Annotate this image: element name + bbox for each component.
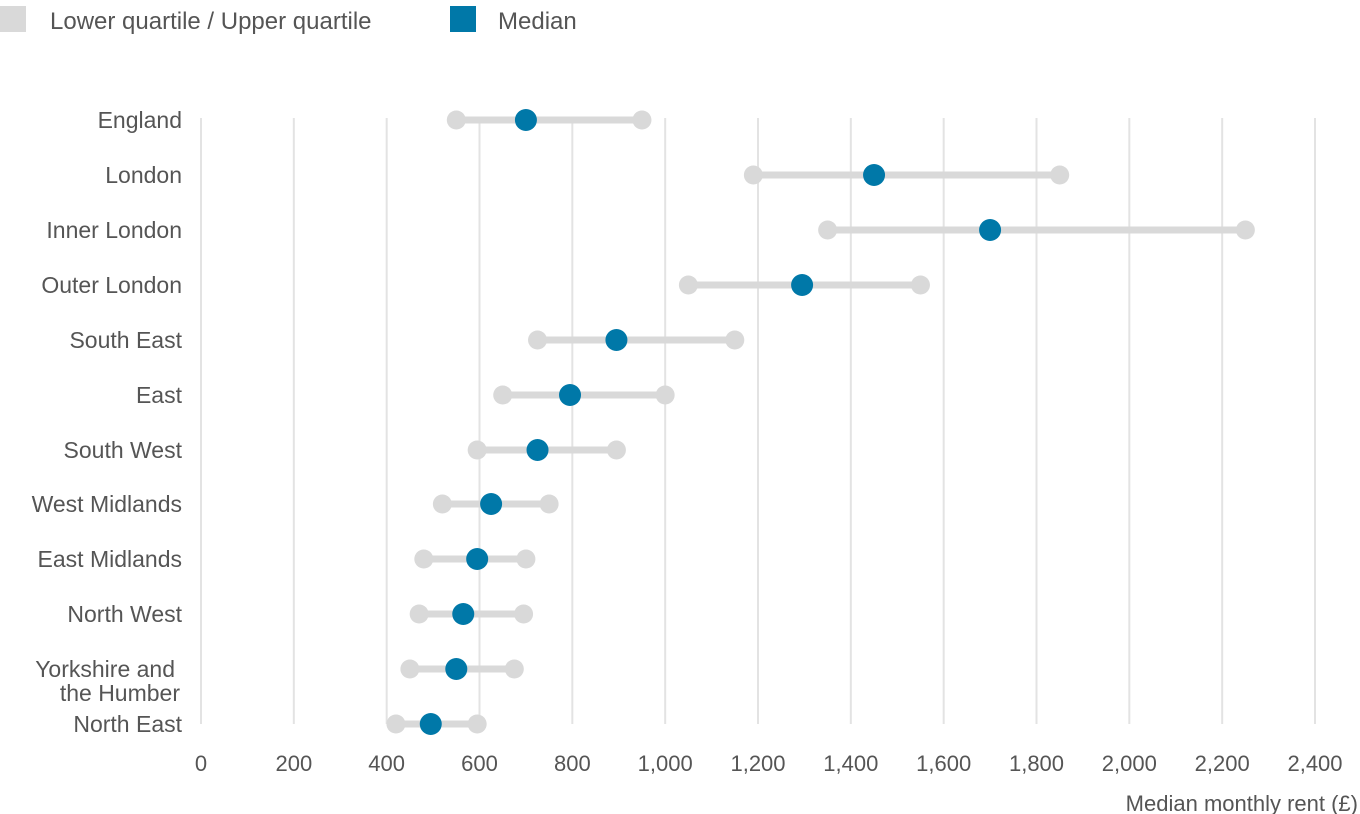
lower-quartile-point [818, 220, 838, 240]
upper-quartile-point [655, 385, 675, 405]
median-point [466, 548, 489, 570]
median-point [514, 109, 537, 131]
median-point [480, 493, 503, 515]
category-label: the Humber [60, 680, 181, 706]
x-tick-label: 2,200 [1195, 751, 1250, 776]
x-tick-label: 600 [461, 751, 498, 776]
x-tick-label: 1,000 [638, 751, 693, 776]
upper-quartile-point [539, 494, 559, 514]
x-tick-label: 1,800 [1009, 751, 1064, 776]
x-tick-label: 1,200 [730, 751, 785, 776]
median-point [979, 219, 1002, 241]
median-point [605, 329, 628, 351]
median-point [419, 713, 442, 735]
x-tick-label: 800 [554, 751, 591, 776]
upper-quartile-point [632, 110, 652, 130]
category-label: North West [67, 601, 182, 627]
lower-quartile-point [743, 165, 763, 185]
lower-quartile-point [493, 385, 513, 405]
category-label: West Midlands [32, 491, 182, 517]
lower-quartile-point [432, 494, 452, 514]
upper-quartile-point [910, 275, 930, 295]
legend-swatch-median [450, 6, 476, 32]
upper-quartile-point [514, 604, 534, 624]
legend-label-median: Median [498, 8, 577, 35]
legend-label-quartiles: Lower quartile / Upper quartile [50, 8, 372, 35]
upper-quartile-point [1050, 165, 1070, 185]
x-tick-label: 2,000 [1102, 751, 1157, 776]
x-tick-label: 2,400 [1287, 751, 1342, 776]
x-tick-label: 400 [368, 751, 405, 776]
x-tick-label: 1,600 [916, 751, 971, 776]
median-point [445, 658, 468, 680]
median-point [559, 384, 582, 406]
upper-quartile-point [1235, 220, 1255, 240]
upper-quartile-point [606, 440, 626, 460]
median-point [863, 164, 886, 186]
lower-quartile-point [446, 110, 466, 130]
x-tick-label: 200 [275, 751, 312, 776]
data-points [386, 109, 1255, 735]
category-label: England [98, 107, 182, 133]
median-point [791, 274, 814, 296]
category-label: East [136, 382, 183, 408]
category-label: Inner London [46, 217, 182, 243]
category-label: North East [73, 711, 182, 737]
median-point [526, 439, 549, 461]
x-tick-label: 0 [195, 751, 207, 776]
upper-quartile-point [725, 330, 745, 350]
upper-quartile-point [516, 549, 536, 569]
x-axis-ticks: 0 200 400 600 800 1,000 1,200 1,400 1,600 1,800 2,… [195, 751, 1343, 776]
category-label: Outer London [41, 272, 182, 298]
legend-swatch-quartiles [0, 6, 26, 32]
legend: Lower quartile / Upper quartile Median [0, 6, 577, 35]
category-label: South East [69, 327, 182, 353]
category-label: Yorkshire and [35, 656, 175, 682]
upper-quartile-point [467, 714, 487, 734]
lower-quartile-point [528, 330, 548, 350]
category-labels: England London Inner London Outer London Sou… [32, 107, 183, 737]
gridlines [200, 118, 1316, 724]
category-label: East Midlands [38, 546, 182, 572]
lower-quartile-point [409, 604, 429, 624]
lower-quartile-point [386, 714, 406, 734]
upper-quartile-point [504, 659, 524, 679]
category-label: London [105, 162, 182, 188]
lower-quartile-point [467, 440, 487, 460]
x-axis-title: Median monthly rent (£) [1126, 791, 1358, 814]
x-tick-label: 1,400 [823, 751, 878, 776]
lower-quartile-point [400, 659, 420, 679]
lower-quartile-point [678, 275, 698, 295]
category-label: South West [64, 437, 183, 463]
median-point [452, 603, 475, 625]
quartile-ranges [395, 116, 1246, 728]
lower-quartile-point [414, 549, 434, 569]
